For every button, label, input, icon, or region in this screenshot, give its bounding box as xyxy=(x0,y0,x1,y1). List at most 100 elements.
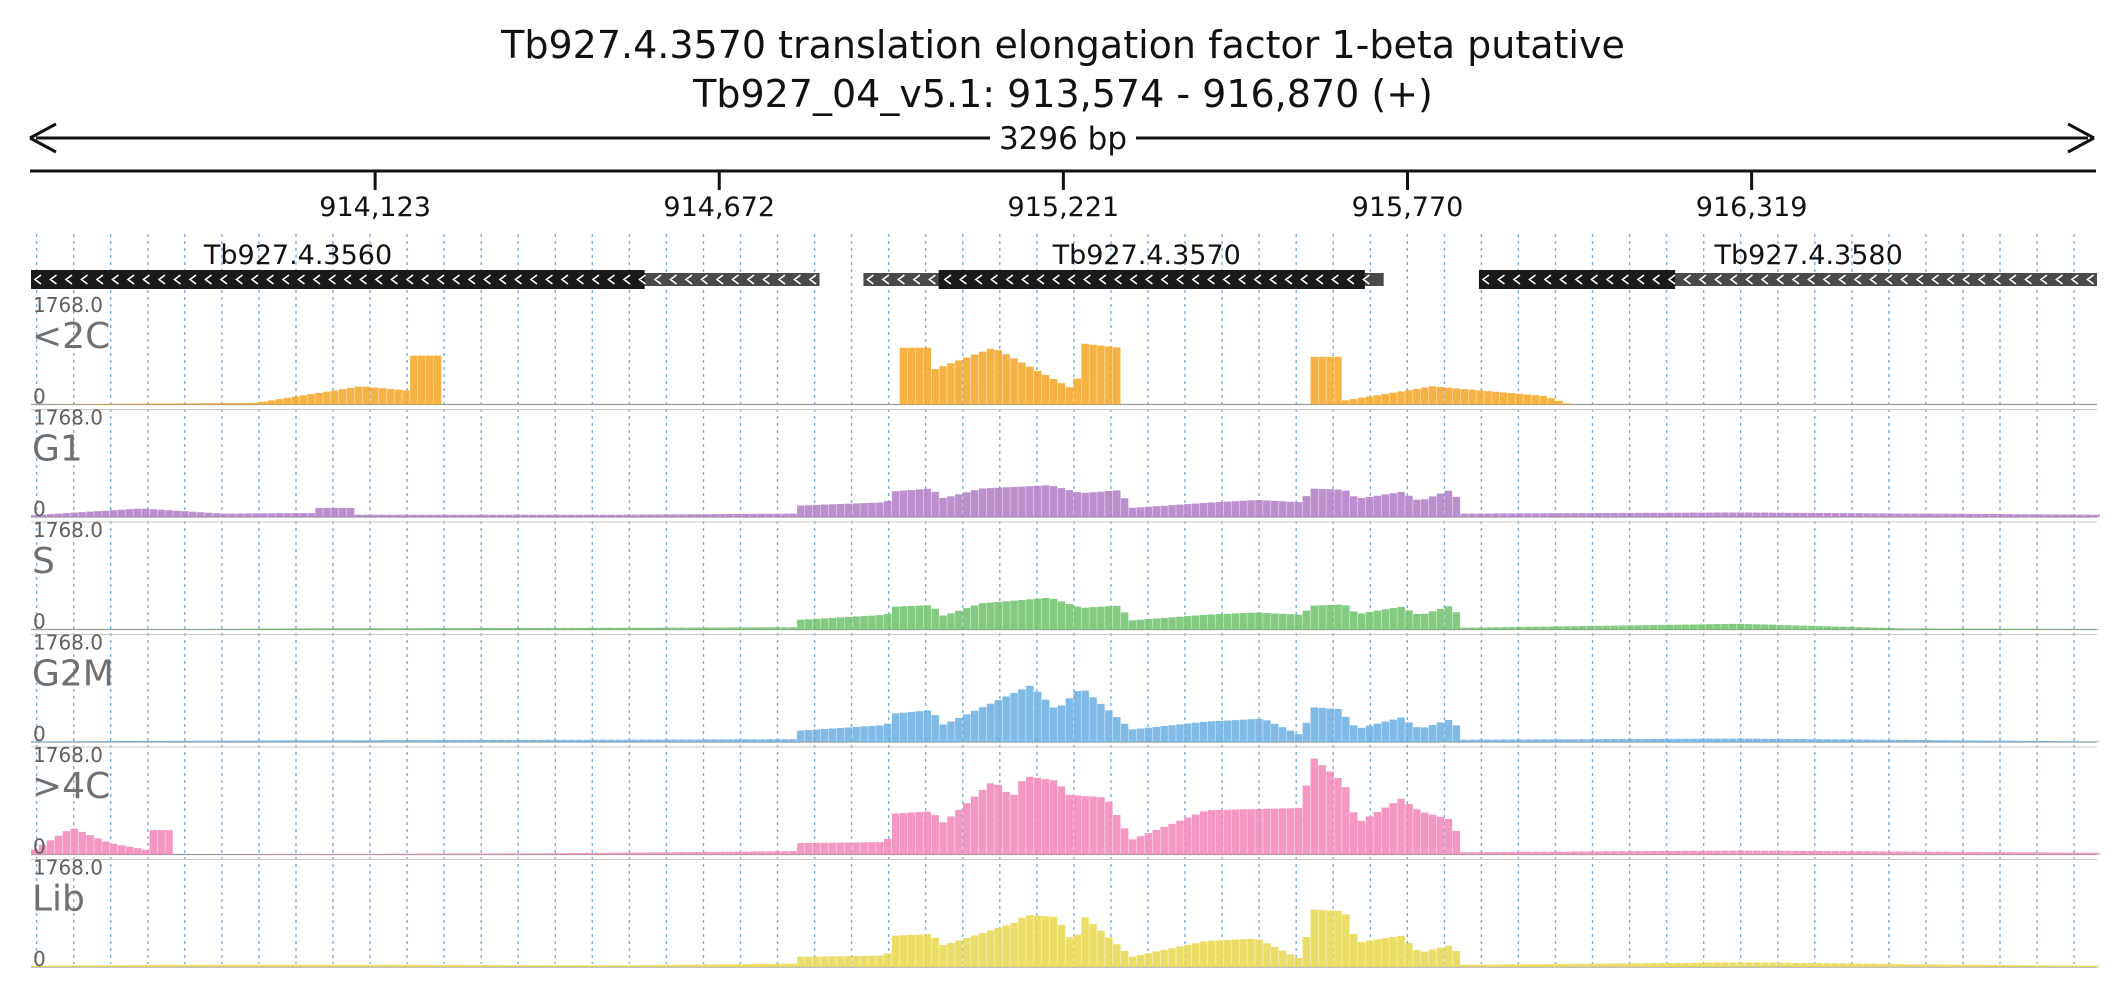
coverage-bars xyxy=(46,598,2100,630)
coverage-bar xyxy=(1484,513,1492,517)
coverage-bar xyxy=(1049,916,1058,967)
coverage-bar xyxy=(204,403,213,405)
coverage-bar xyxy=(2037,514,2045,517)
coverage-bars xyxy=(31,485,2100,517)
coverage-bar xyxy=(702,514,710,517)
coverage-bar xyxy=(1610,851,1619,855)
coverage-bar xyxy=(2092,852,2100,855)
coverage-bar xyxy=(939,945,947,967)
coverage-bar xyxy=(970,796,979,855)
coverage-bar xyxy=(1760,738,1769,742)
coverage-bar xyxy=(2084,965,2092,967)
coverage-bar xyxy=(283,628,292,630)
coverage-bar xyxy=(662,852,671,855)
coverage-bar xyxy=(757,851,766,855)
coverage-bar xyxy=(1760,624,1769,630)
coverage-bar xyxy=(386,388,394,405)
coverage-bar xyxy=(1460,513,1468,517)
coverage-bar xyxy=(1507,739,1516,742)
coverage-bar xyxy=(1697,962,1705,967)
coverage-bar xyxy=(1271,500,1279,517)
coverage-bar xyxy=(1089,344,1097,405)
coverage-bar xyxy=(1950,851,1958,855)
coverage-bar xyxy=(1823,513,1832,517)
coverage-bar xyxy=(836,956,845,967)
coverage-bar xyxy=(1871,513,1879,517)
coverage-bar xyxy=(457,853,465,855)
coverage-bar xyxy=(583,965,592,967)
coverage-bar xyxy=(1610,739,1619,742)
coverage-bar xyxy=(1887,851,1895,855)
coverage-bar xyxy=(1492,852,1500,855)
coverage-bar xyxy=(354,740,363,742)
track-ymax-label: 1768.0 xyxy=(33,518,103,542)
coverage-bar xyxy=(1902,628,1911,630)
coverage-bar xyxy=(354,628,363,630)
coverage-bar xyxy=(1413,614,1421,630)
coverage-bar xyxy=(1484,852,1492,855)
coverage-bar xyxy=(615,852,623,855)
coverage-bar xyxy=(1318,488,1326,517)
coverage-bar xyxy=(1563,403,1571,405)
coverage-bar xyxy=(1626,851,1634,855)
coverage-bar xyxy=(583,627,592,630)
coverage-bar xyxy=(1752,850,1761,855)
coverage-bar xyxy=(117,509,126,517)
coverage-bar xyxy=(1823,739,1832,742)
coverage-bar xyxy=(1776,512,1784,517)
coverage-bar xyxy=(1618,739,1626,742)
coverage-bar xyxy=(1721,738,1729,742)
coverage-bar xyxy=(1199,721,1208,742)
coverage-bar xyxy=(1334,709,1342,742)
coverage-bar xyxy=(1768,512,1776,517)
coverage-bar xyxy=(1602,739,1611,742)
coverage-bar xyxy=(1049,379,1058,405)
coverage-bar xyxy=(1673,850,1682,855)
coverage-bar xyxy=(1539,626,1547,630)
coverage-bar xyxy=(260,740,268,742)
coverage-bar xyxy=(1207,614,1216,630)
coverage-bar xyxy=(1286,730,1295,742)
coverage-bar xyxy=(1247,719,1255,742)
coverage-bar xyxy=(1247,500,1255,517)
coverage-bar xyxy=(1073,934,1081,967)
coverage-bar xyxy=(1271,723,1279,742)
coverage-bar xyxy=(1918,851,1927,855)
coverage-bar xyxy=(1902,739,1911,742)
coverage-bar xyxy=(1255,718,1263,742)
coverage-bar xyxy=(1049,780,1058,855)
coverage-bar xyxy=(1357,820,1366,855)
coverage-bar xyxy=(299,395,307,405)
coverage-bar xyxy=(481,853,489,855)
coverage-bar xyxy=(552,627,560,630)
coverage-bar xyxy=(1500,852,1508,855)
track-ymax-label: 1768.0 xyxy=(33,743,103,767)
coverage-bar xyxy=(1381,807,1389,855)
coverage-bar xyxy=(1120,498,1129,517)
coverage-bar xyxy=(520,965,529,967)
coverage-bar xyxy=(102,403,110,405)
track-ymax-label: 1768.0 xyxy=(33,856,103,880)
coverage-bar xyxy=(560,853,568,855)
coverage-bar xyxy=(1855,851,1863,855)
coverage-bar xyxy=(1942,513,1950,517)
coverage-bar xyxy=(931,937,939,967)
coverage-bar xyxy=(1689,738,1698,742)
coverage-bar xyxy=(1018,600,1026,630)
coverage-bar xyxy=(544,627,552,630)
coverage-bar xyxy=(149,509,157,517)
coverage-bar xyxy=(433,514,442,517)
coverage-bar xyxy=(599,852,608,855)
coverage-bar xyxy=(1673,512,1682,517)
coverage-bar xyxy=(465,853,473,855)
coverage-bar xyxy=(1444,720,1453,742)
coverage-bar xyxy=(1729,850,1737,855)
coverage-bar xyxy=(1721,850,1729,855)
coverage-bar xyxy=(402,740,410,742)
coverage-bar xyxy=(354,386,363,405)
coverage-bar xyxy=(370,628,379,630)
coverage-bar xyxy=(1887,739,1895,742)
coverage-bar xyxy=(425,355,434,405)
coverage-bar xyxy=(907,490,916,517)
coverage-bar xyxy=(1926,851,1934,855)
